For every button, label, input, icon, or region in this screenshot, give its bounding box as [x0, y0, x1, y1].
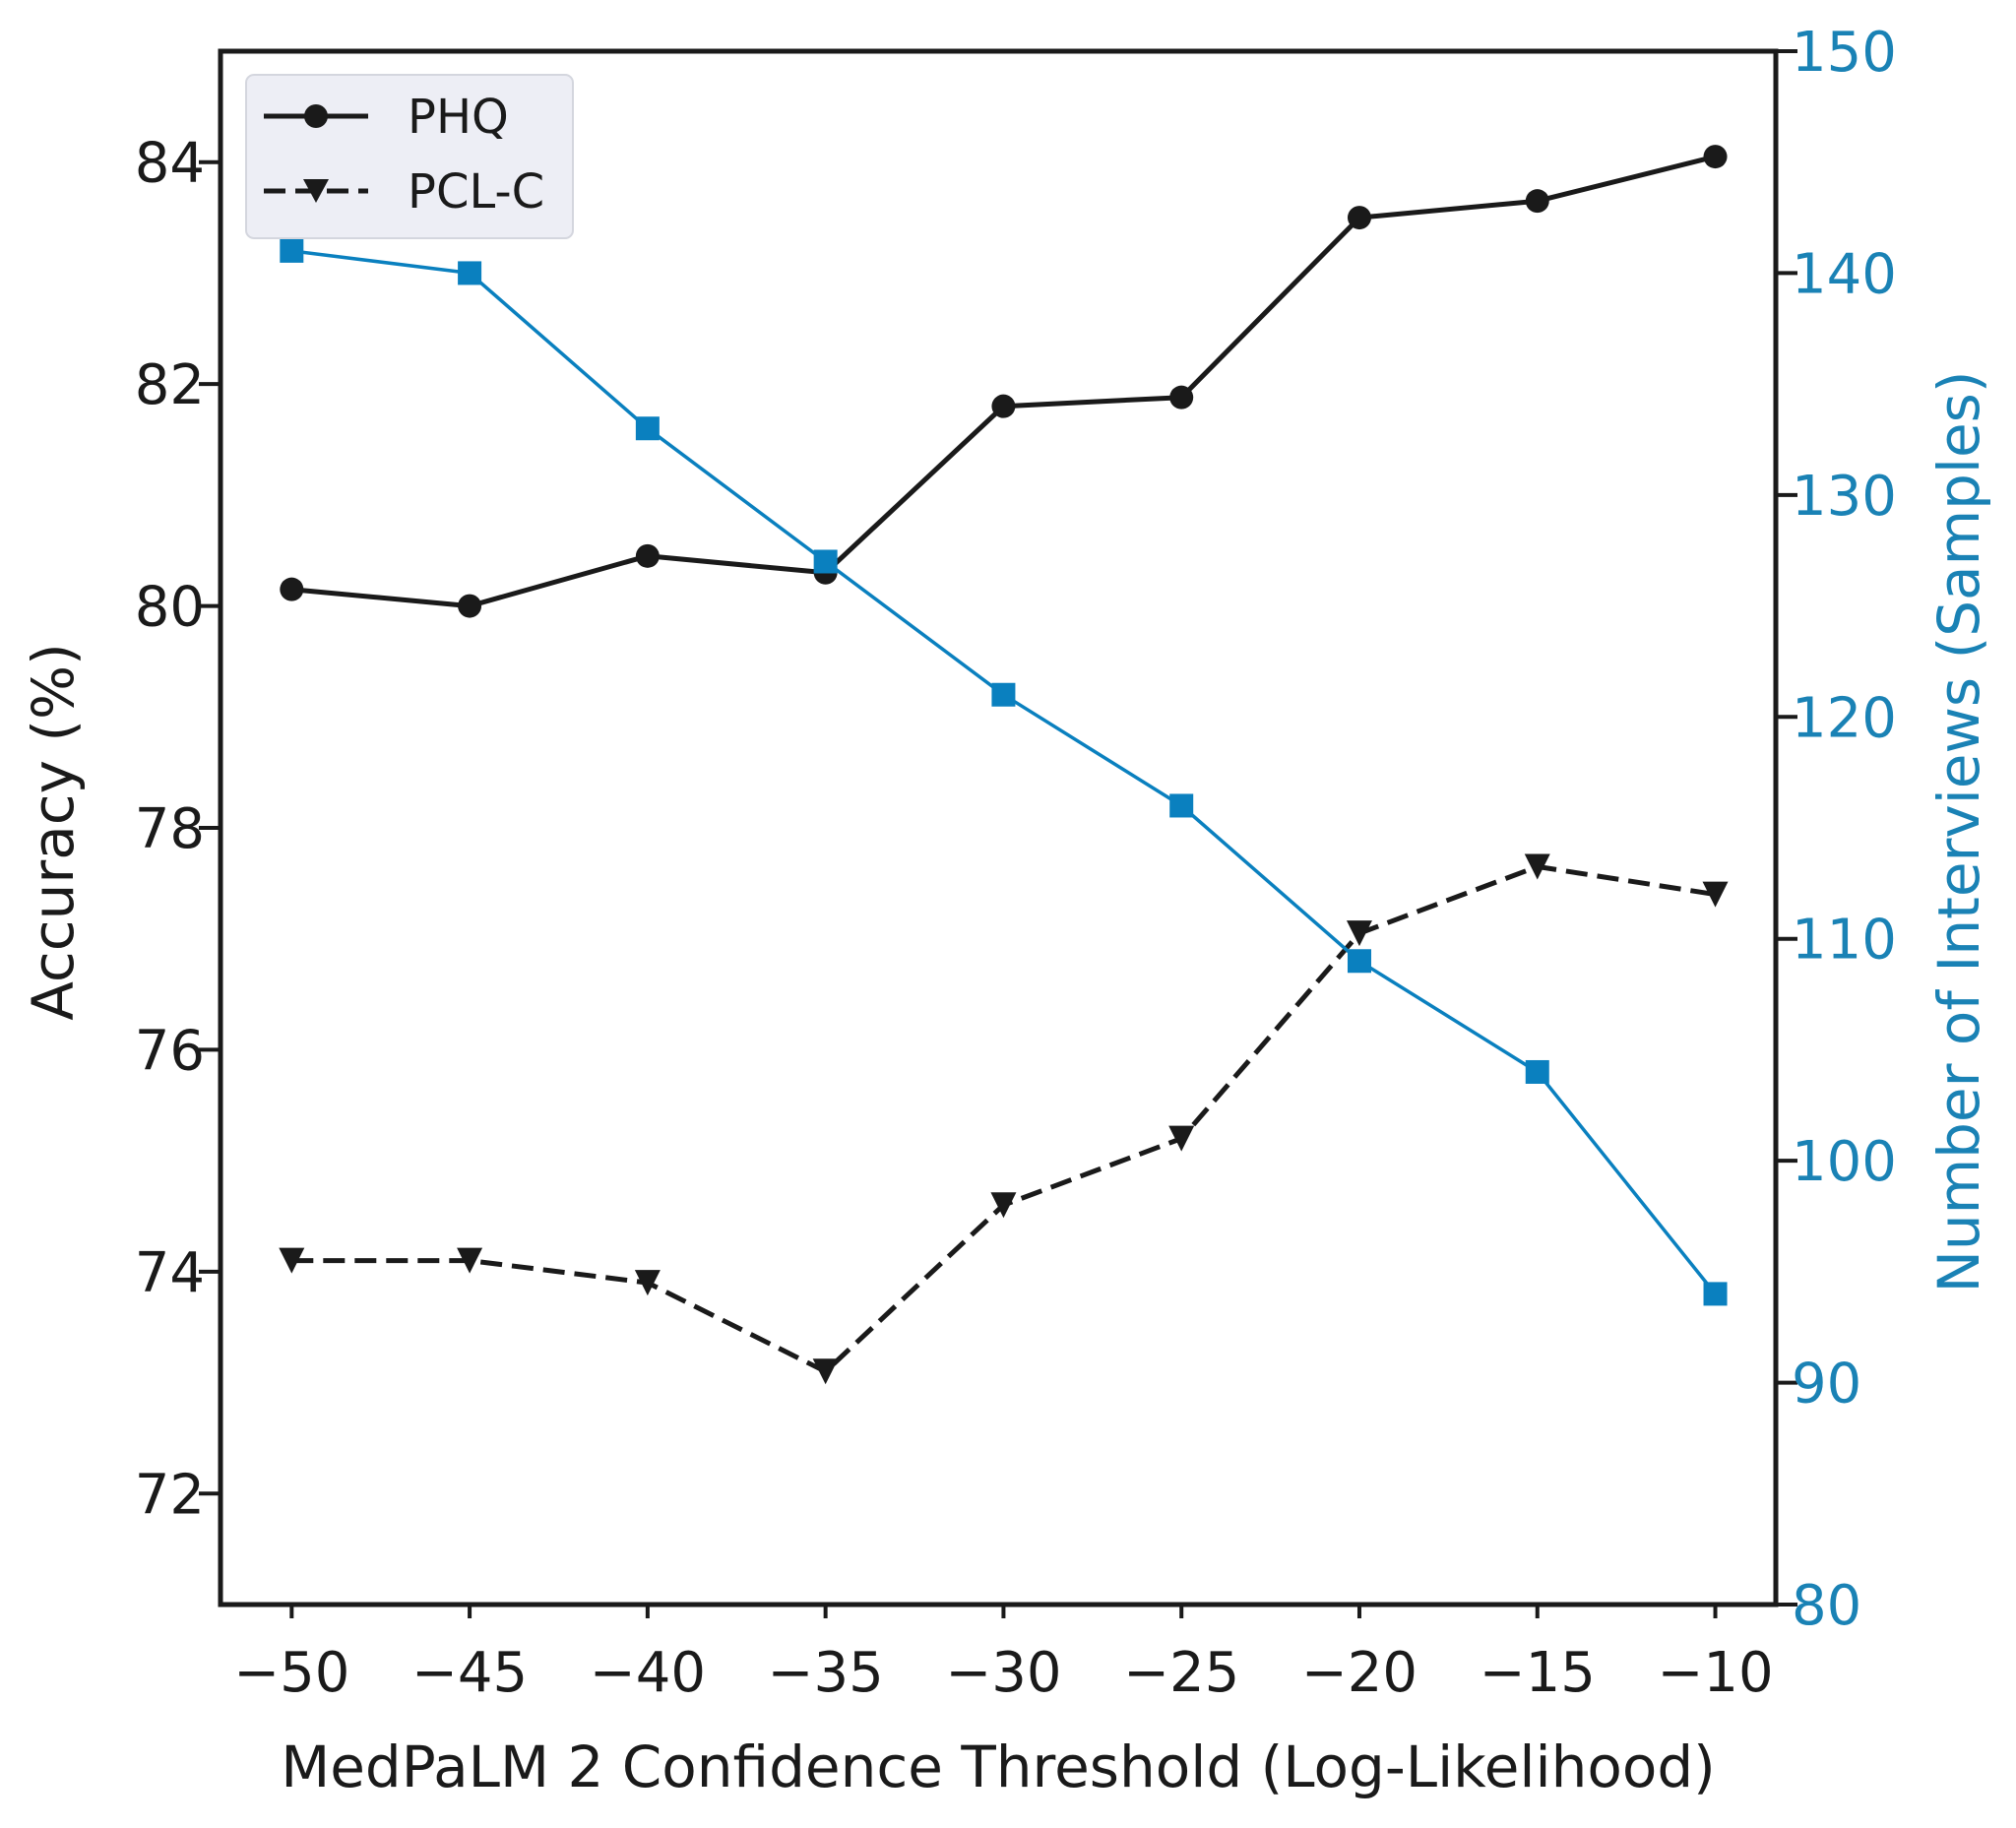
y-tick-label: 72: [135, 1463, 205, 1527]
data-point-pcl-c-5: [1168, 1125, 1195, 1152]
x-tick-label: −45: [411, 1641, 528, 1705]
data-point-pcl-c-8: [1702, 881, 1729, 908]
data-point-phq-5: [1169, 385, 1194, 410]
data-point-pcl-c-3: [812, 1358, 839, 1385]
y-tick-label: 82: [135, 353, 205, 417]
legend-label: PCL-C: [408, 164, 544, 220]
data-point-number-of-interviews-7: [1525, 1059, 1549, 1084]
data-point-pcl-c-1: [457, 1247, 483, 1274]
y-axis-title: Accuracy (%): [20, 643, 87, 1021]
axes: [199, 48, 1797, 1618]
legend: PHQ PCL-C: [245, 74, 574, 239]
data-point-number-of-interviews-0: [280, 238, 304, 263]
data-point-pcl-c-4: [990, 1192, 1017, 1219]
legend-marker-triangle: [303, 179, 329, 203]
data-point-number-of-interviews-2: [635, 416, 660, 441]
data-point-phq-8: [1703, 145, 1728, 169]
x-tick-label: −25: [1123, 1641, 1239, 1705]
x-tick-label: −10: [1657, 1641, 1773, 1705]
data-point-number-of-interviews-3: [813, 549, 838, 574]
x-tick-label: −20: [1301, 1641, 1418, 1705]
y2-tick-label: 80: [1792, 1574, 1861, 1638]
y2-tick-label: 150: [1792, 21, 1897, 85]
data-point-number-of-interviews-6: [1347, 949, 1371, 974]
x-tick-label: −15: [1480, 1641, 1596, 1705]
data-point-pcl-c-7: [1524, 853, 1550, 880]
x-tick-label: −50: [233, 1641, 349, 1705]
y-tick-label: 80: [135, 576, 205, 640]
data-point-phq-6: [1347, 206, 1371, 230]
data-point-number-of-interviews-4: [991, 682, 1016, 707]
data-point-pcl-c-6: [1346, 920, 1372, 947]
data-point-phq-0: [280, 577, 304, 601]
x-tick-label: −35: [768, 1641, 884, 1705]
x-axis-title: MedPaLM 2 Confidence Threshold (Log-Like…: [281, 1733, 1716, 1800]
y2-tick-label: 90: [1792, 1353, 1861, 1417]
y-tick-label: 76: [135, 1019, 205, 1083]
data-point-number-of-interviews-1: [458, 261, 482, 285]
data-point-phq-2: [635, 543, 660, 568]
data-point-number-of-interviews-5: [1169, 793, 1194, 818]
series-markers: [279, 145, 1729, 1385]
data-point-phq-7: [1525, 189, 1549, 214]
y2-tick-label: 130: [1792, 465, 1897, 529]
legend-label: PHQ: [408, 90, 509, 145]
data-point-pcl-c-2: [634, 1270, 661, 1296]
y2-tick-label: 100: [1792, 1130, 1897, 1194]
data-point-phq-1: [458, 594, 482, 618]
x-tick-label: −40: [590, 1641, 706, 1705]
y2-axis-title: Number of Interviews (Samples): [1925, 370, 1992, 1292]
tick-labels: −50 −45 −40 −35 −30 −25 −20 −15 −10 72 74 76 78 80 82 8…: [135, 21, 1897, 1705]
legend-marker-circle: [304, 104, 328, 128]
y2-tick-label: 140: [1792, 242, 1897, 306]
y-tick-label: 78: [135, 797, 205, 861]
data-point-pcl-c-0: [279, 1247, 305, 1274]
data-point-phq-4: [991, 394, 1016, 418]
y-tick-label: 74: [135, 1241, 205, 1305]
y2-tick-label: 120: [1792, 686, 1897, 750]
y2-tick-label: 110: [1792, 909, 1897, 973]
data-point-number-of-interviews-8: [1703, 1282, 1728, 1306]
y-tick-label: 84: [135, 132, 205, 196]
x-tick-label: −30: [945, 1641, 1061, 1705]
